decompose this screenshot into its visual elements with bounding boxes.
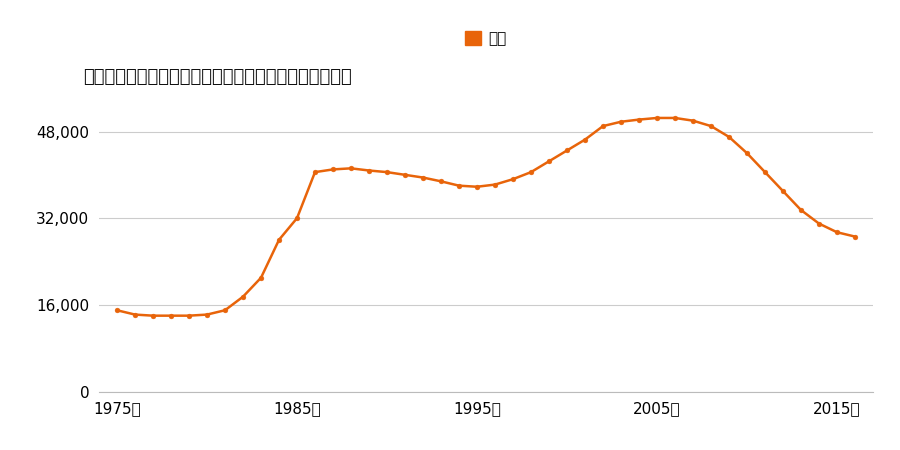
Legend: 価格: 価格 [459,25,513,52]
Text: 青森県八戸市大字大久保字小久保３番１１１の地価推移: 青森県八戸市大字大久保字小久保３番１１１の地価推移 [84,68,352,86]
